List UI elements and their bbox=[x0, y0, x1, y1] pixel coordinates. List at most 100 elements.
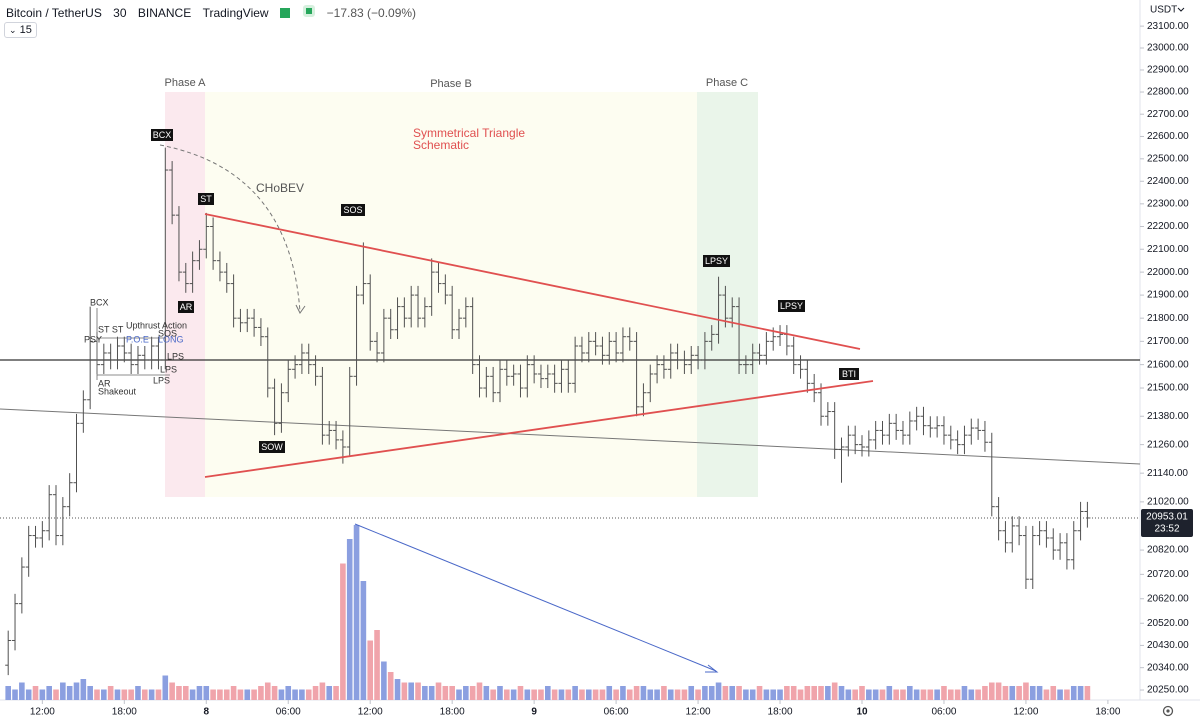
y-tick-label: 20620.00 bbox=[1147, 593, 1189, 604]
volume-bar bbox=[476, 682, 483, 700]
volume-bar bbox=[934, 689, 940, 700]
x-tick-label: 06:00 bbox=[276, 707, 301, 718]
status-icon bbox=[279, 8, 290, 18]
volume-bar bbox=[251, 689, 257, 700]
volume-bar bbox=[374, 630, 380, 700]
volume-bar bbox=[920, 689, 927, 700]
x-tick-label: 06:00 bbox=[931, 707, 956, 718]
volume-bar bbox=[995, 682, 1002, 700]
volume-bar bbox=[182, 686, 189, 700]
volume-bar bbox=[572, 686, 578, 700]
interval-button[interactable]: ⌄ 15 bbox=[4, 22, 37, 38]
volume-bar bbox=[490, 689, 496, 700]
volume-bar bbox=[128, 689, 134, 700]
volume-bar bbox=[893, 689, 899, 700]
y-tick-label: 20340.00 bbox=[1147, 662, 1189, 673]
volume-bar bbox=[1009, 686, 1016, 700]
volume-bar bbox=[203, 686, 210, 700]
currency[interactable]: USDT bbox=[1150, 5, 1177, 16]
phase-label: Phase C bbox=[706, 77, 748, 89]
small-label: SOS bbox=[158, 328, 177, 338]
currency-button[interactable]: USDT bbox=[1150, 5, 1185, 16]
trend-line bbox=[0, 408, 1141, 465]
volume-bar bbox=[353, 525, 360, 700]
volume-bar bbox=[859, 686, 865, 700]
volume-bar bbox=[422, 686, 428, 700]
price-axis-bg bbox=[1140, 0, 1200, 722]
volume-bar bbox=[749, 689, 756, 700]
countdown: 23:52 bbox=[1154, 524, 1179, 535]
volume-bar bbox=[210, 689, 216, 700]
price-change: −17.83 (−0.09%) bbox=[326, 6, 417, 20]
volume-bar bbox=[681, 689, 688, 700]
volume-bar bbox=[53, 689, 59, 700]
volume-bar bbox=[326, 686, 333, 700]
volume-bar bbox=[756, 686, 763, 700]
arrow-head bbox=[295, 304, 306, 314]
volume-bar bbox=[1016, 686, 1022, 700]
volume-bar bbox=[1002, 686, 1009, 700]
small-label: LPS bbox=[153, 375, 170, 385]
volume-bar bbox=[169, 682, 175, 700]
x-tick-label: 18:00 bbox=[1095, 707, 1120, 718]
event-tag: LPSY bbox=[780, 301, 803, 311]
y-tick-label: 21600.00 bbox=[1147, 359, 1189, 370]
volume-bar bbox=[367, 640, 374, 700]
event-tag: SOW bbox=[261, 442, 283, 452]
volume-bar bbox=[579, 689, 585, 700]
volume-bar bbox=[790, 686, 797, 700]
x-tick-label: 12:00 bbox=[1013, 707, 1038, 718]
volume-bar bbox=[968, 689, 975, 700]
volume-bar bbox=[551, 689, 558, 700]
volume-bar bbox=[661, 686, 667, 700]
volume-bar bbox=[39, 689, 46, 700]
volume-bar bbox=[715, 682, 722, 700]
volume-bar bbox=[988, 682, 995, 700]
volume-bar bbox=[12, 689, 18, 700]
volume-bar bbox=[845, 689, 852, 700]
y-tick-label: 22700.00 bbox=[1147, 109, 1189, 120]
interval-value: 15 bbox=[19, 24, 32, 36]
interval: 30 bbox=[113, 6, 127, 20]
volume-bar bbox=[5, 686, 11, 700]
volume-bar bbox=[852, 689, 858, 700]
volume-bar bbox=[60, 682, 66, 700]
small-label: BCX bbox=[90, 297, 109, 307]
volume-bar bbox=[722, 686, 729, 700]
x-tick-label: 10 bbox=[856, 707, 868, 718]
volume-bar bbox=[524, 689, 531, 700]
phase-label: Phase B bbox=[430, 78, 472, 90]
volume-bar bbox=[927, 689, 934, 700]
y-tick-label: 22000.00 bbox=[1147, 267, 1189, 278]
volume-bar bbox=[592, 689, 599, 700]
y-tick-label: 22500.00 bbox=[1147, 153, 1189, 164]
y-tick-label: 23100.00 bbox=[1147, 21, 1189, 32]
volume-bar bbox=[1070, 686, 1077, 700]
x-tick-label: 12:00 bbox=[30, 707, 55, 718]
settings-button[interactable] bbox=[1162, 705, 1174, 717]
x-tick-label: 18:00 bbox=[440, 707, 465, 718]
volume-bar bbox=[1029, 686, 1036, 700]
volume-bar bbox=[271, 686, 278, 700]
volume-bar bbox=[831, 682, 838, 700]
volume-bar bbox=[196, 686, 203, 700]
volume-arrow bbox=[354, 523, 717, 672]
y-tick-label: 21140.00 bbox=[1147, 468, 1188, 479]
event-tag: SOS bbox=[343, 205, 362, 215]
x-tick-label: 9 bbox=[531, 707, 537, 718]
live-dot bbox=[303, 5, 316, 17]
event-tag: BTI bbox=[842, 369, 856, 379]
volume-bar bbox=[599, 689, 606, 700]
volume-bar bbox=[811, 686, 817, 700]
volume-bar bbox=[961, 686, 968, 700]
volume-bar bbox=[469, 686, 476, 700]
y-tick-label: 21020.00 bbox=[1147, 497, 1189, 508]
volume-bar bbox=[1057, 689, 1063, 700]
last-price-label: 20953.01 bbox=[1146, 512, 1188, 523]
small-label: ST ST bbox=[98, 324, 124, 334]
gear-icon bbox=[1162, 705, 1174, 717]
volume-bar bbox=[777, 689, 783, 700]
tag-bg bbox=[839, 368, 859, 380]
volume-bar bbox=[729, 686, 736, 700]
